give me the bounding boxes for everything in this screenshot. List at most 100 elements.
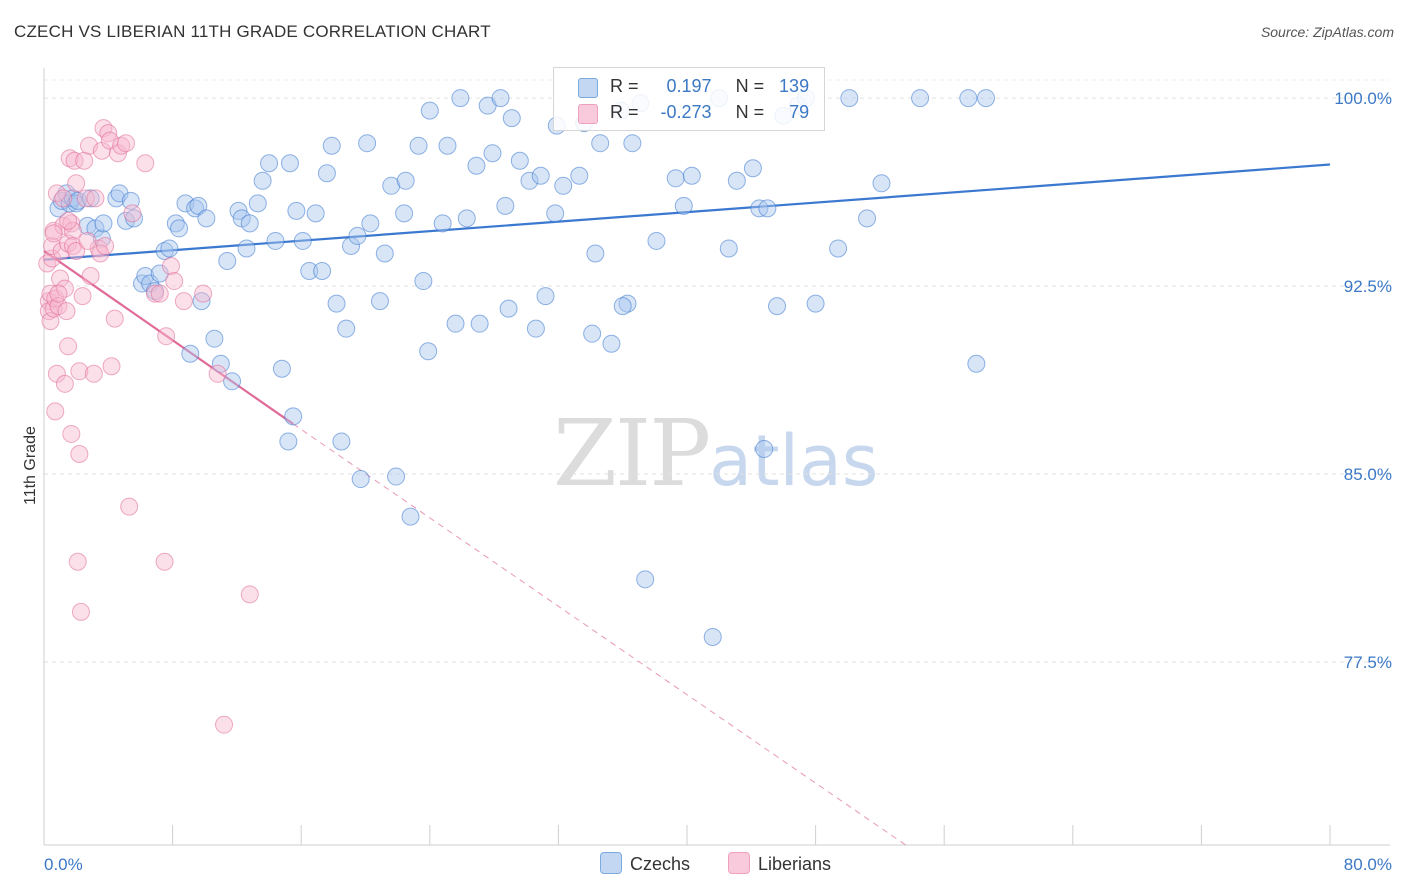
- liberian-point: [123, 204, 142, 223]
- source-label: Source: ZipAtlas.com: [1260, 24, 1394, 40]
- czech-point: [483, 144, 502, 163]
- czech-point: [370, 292, 389, 311]
- czech-point: [237, 239, 256, 258]
- czech-point: [618, 294, 637, 313]
- liberian-point: [67, 241, 86, 260]
- legend-swatch-czechs: [578, 78, 598, 98]
- czech-point: [107, 189, 126, 208]
- liberian-point: [55, 374, 74, 393]
- liberian-trend-line: [43, 250, 294, 425]
- czech-point: [253, 171, 272, 190]
- czech-point: [313, 262, 332, 281]
- czech-point: [829, 239, 848, 258]
- czech-point: [155, 241, 174, 260]
- czech-point: [170, 219, 189, 238]
- czech-point: [496, 196, 515, 215]
- czech-point: [470, 314, 489, 333]
- czech-point: [387, 467, 406, 486]
- liberian-point: [112, 136, 131, 155]
- series-legend-czechs[interactable]: Czechs: [600, 852, 690, 875]
- legend-r-value: -0.273: [660, 102, 712, 122]
- czech-point: [166, 214, 185, 233]
- czech-point: [583, 324, 602, 343]
- liberian-point: [208, 364, 227, 383]
- czech-point: [150, 264, 169, 283]
- liberian-point: [76, 189, 95, 208]
- czech-point: [682, 166, 701, 185]
- czech-point: [446, 314, 465, 333]
- liberian-point: [59, 337, 78, 356]
- liberian-point: [174, 292, 193, 311]
- liberian-point: [161, 257, 180, 276]
- watermark: ZIPatlas: [553, 400, 878, 507]
- czech-point: [976, 89, 995, 108]
- czech-point: [197, 209, 216, 228]
- czech-point: [491, 89, 510, 108]
- czech-point: [211, 354, 230, 373]
- series-legend-liberians[interactable]: Liberians: [728, 852, 831, 875]
- czech-point: [755, 439, 774, 458]
- series-label-liberians: Liberians: [758, 854, 832, 874]
- czech-point: [409, 136, 428, 155]
- czech-point: [499, 299, 518, 318]
- czech-point: [351, 470, 370, 489]
- liberian-point: [70, 362, 89, 381]
- liberian-point: [75, 151, 94, 170]
- liberian-point: [51, 269, 70, 288]
- liberian-point: [155, 552, 174, 571]
- czech-point: [94, 214, 113, 233]
- czech-point: [768, 297, 787, 316]
- czech-point: [591, 134, 610, 153]
- legend-n-value: 79: [789, 102, 810, 122]
- czech-point: [911, 89, 930, 108]
- liberian-point: [99, 124, 118, 143]
- czech-point: [160, 239, 179, 258]
- czech-point: [266, 231, 285, 250]
- watermark-atlas: atlas: [709, 420, 879, 502]
- czech-point: [186, 199, 205, 218]
- czech-point: [858, 209, 877, 228]
- series-label-czechs: Czechs: [630, 854, 691, 874]
- y-tick-label: 85.0%: [1344, 465, 1392, 484]
- czech-point: [306, 204, 325, 223]
- legend-n-label: N =: [735, 76, 765, 96]
- liberian-point: [71, 602, 90, 621]
- czech-trend-line: [43, 163, 1331, 261]
- czech-point: [727, 171, 746, 190]
- liberian-point: [165, 272, 184, 291]
- liberian-point: [43, 249, 62, 268]
- czech-point: [284, 407, 303, 426]
- liberian-point: [65, 151, 84, 170]
- legend-n-label: N =: [735, 102, 765, 122]
- liberian-point: [44, 224, 63, 243]
- czech-point: [554, 176, 573, 195]
- liberian-point: [96, 236, 115, 255]
- czech-point: [322, 136, 341, 155]
- liberian-point: [105, 309, 124, 328]
- liberian-point: [150, 284, 169, 303]
- czech-point: [419, 342, 438, 361]
- czech-point: [758, 199, 777, 218]
- liberian-point: [157, 327, 176, 346]
- czech-point: [674, 196, 693, 215]
- czech-point: [502, 109, 521, 128]
- czech-point: [536, 287, 555, 306]
- czech-point: [451, 89, 470, 108]
- czech-point: [613, 297, 632, 316]
- czech-point: [110, 184, 129, 203]
- czech-point: [586, 244, 605, 263]
- czech-point: [510, 151, 529, 170]
- czech-point: [382, 176, 401, 195]
- czech-point: [636, 570, 655, 589]
- czech-point: [719, 239, 738, 258]
- czech-point: [395, 204, 414, 223]
- liberian-point: [86, 189, 105, 208]
- gridlines: [44, 79, 1390, 663]
- y-tick-label: 92.5%: [1344, 277, 1392, 296]
- czech-point: [967, 354, 986, 373]
- liberian-point: [67, 174, 86, 193]
- czech-point: [703, 627, 722, 646]
- liberian-point: [63, 221, 82, 240]
- czech-point: [623, 134, 642, 153]
- czech-point: [248, 194, 267, 213]
